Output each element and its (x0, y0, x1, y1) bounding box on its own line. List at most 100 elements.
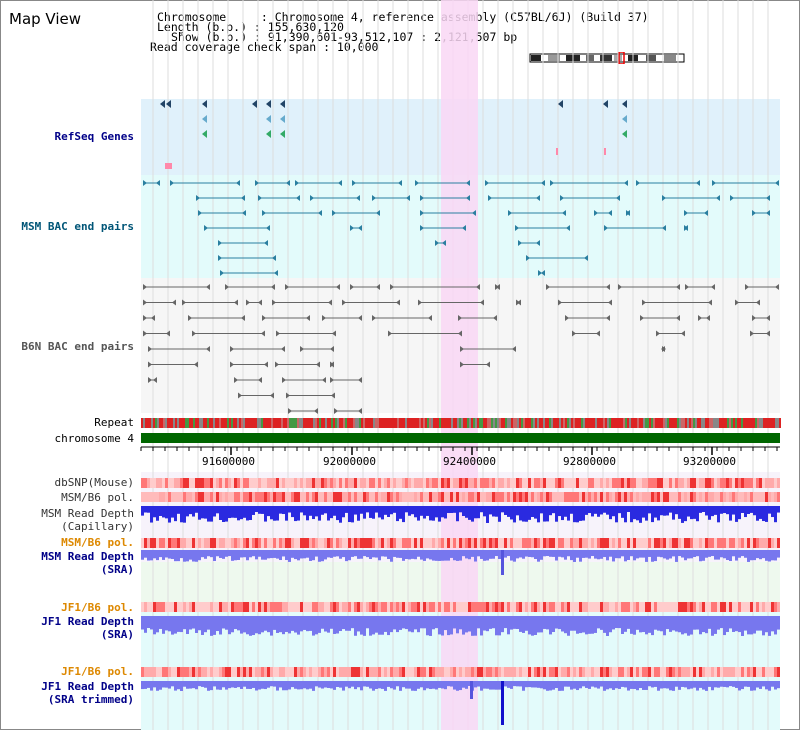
polymorphism-cell (324, 667, 327, 677)
polymorphism-cell (462, 602, 465, 612)
polymorphism-cell (762, 478, 765, 488)
read-depth-bar (387, 550, 390, 560)
repeat-segment (351, 418, 353, 428)
b6n-bac-pair-end (711, 284, 715, 290)
repeat-segment (625, 418, 627, 428)
polymorphism-cell (216, 667, 219, 677)
polymorphism-cell (594, 667, 597, 677)
polymorphism-cell (348, 667, 351, 677)
read-depth-bar (777, 616, 780, 630)
polymorphism-cell (168, 538, 171, 548)
track-label-refseq[interactable]: RefSeq Genes (54, 130, 134, 143)
read-depth-bar (594, 550, 597, 559)
read-depth-bar (273, 550, 276, 558)
polymorphism-cell (639, 492, 642, 502)
repeat-segment (317, 418, 319, 428)
repeat-segment (481, 418, 483, 428)
polymorphism-cell (567, 492, 570, 502)
b6n-bac-pair-end (336, 284, 340, 290)
gene-marker (165, 163, 172, 169)
read-depth-bar (546, 681, 549, 691)
msm-bac-pair-end (684, 225, 688, 231)
read-depth-bar (447, 681, 450, 687)
polymorphism-cell (684, 492, 687, 502)
polymorphism-cell (555, 492, 558, 502)
polymorphism-cell (702, 538, 705, 548)
polymorphism-cell (534, 538, 537, 548)
read-depth-bar (297, 506, 300, 521)
polymorphism-cell (324, 478, 327, 488)
chromosome-ideogram[interactable] (528, 52, 688, 64)
polymorphism-cell (741, 602, 744, 612)
read-depth-bar (753, 550, 756, 561)
repeat-segment (659, 418, 661, 428)
read-depth-bar (393, 506, 396, 513)
read-depth-bar (480, 550, 483, 559)
polymorphism-cell (150, 492, 153, 502)
read-depth-bar (285, 506, 288, 521)
polymorphism-cell (450, 538, 453, 548)
polymorphism-cell (675, 492, 678, 502)
read-depth-bar (726, 550, 729, 561)
read-depth-bar (267, 506, 270, 517)
polymorphism-cell (441, 538, 444, 548)
msm-bac-pair-end (143, 180, 147, 186)
read-depth-bar (309, 681, 312, 689)
read-depth-bar (399, 506, 402, 519)
polymorphism-cell (249, 602, 252, 612)
polymorphism-cell (465, 602, 468, 612)
repeat-segment (241, 418, 243, 428)
read-depth-bar (306, 550, 309, 558)
polymorphism-cell (219, 538, 222, 548)
repeat-segment (169, 418, 171, 428)
read-depth-bar (753, 681, 756, 691)
read-depth-bar (402, 616, 405, 629)
b6n-bac-pair-end (148, 377, 152, 383)
polymorphism-cell (549, 538, 552, 548)
read-depth-bar (492, 506, 495, 517)
polymorphism-cell (360, 538, 363, 548)
read-depth-bar (417, 681, 420, 689)
polymorphism-cell (321, 538, 324, 548)
polymorphism-cell (690, 602, 693, 612)
read-depth-bar (690, 506, 693, 520)
polymorphism-cell (585, 602, 588, 612)
repeat-segment (651, 418, 653, 428)
track-label-b6n-bac[interactable]: B6N BAC end pairs (21, 340, 134, 353)
repeat-segment (721, 418, 723, 428)
read-depth-bar (591, 681, 594, 687)
polymorphism-cell (447, 478, 450, 488)
polymorphism-cell (576, 492, 579, 502)
b6n-bac-pair-end (735, 299, 739, 306)
msm-bac-pair-end (704, 210, 708, 216)
read-depth-bar (372, 506, 375, 519)
polymorphism-cell (330, 492, 333, 502)
read-depth-bar (588, 616, 591, 634)
read-depth-bar (360, 681, 363, 691)
msm-bac-pair-end (752, 210, 756, 216)
repeat-segment (623, 418, 625, 428)
polymorphism-cell (609, 602, 612, 612)
read-depth-bar (372, 616, 375, 635)
b6n-bac-pair-end (706, 315, 710, 321)
read-depth-bar (495, 681, 498, 690)
read-depth-bar (249, 506, 252, 521)
read-depth-bar (159, 681, 162, 690)
read-depth-bar (474, 681, 477, 688)
read-depth-bar (384, 550, 387, 557)
b6n-bac-pair-end (458, 315, 462, 321)
track-label-msm-bac[interactable]: MSM BAC end pairs (21, 220, 134, 233)
polymorphism-cell (711, 492, 714, 502)
polymorphism-cell (312, 492, 315, 502)
repeat-segment (381, 418, 383, 428)
read-depth-bar (726, 506, 729, 515)
polymorphism-cell (381, 492, 384, 502)
polymorphism-cell (516, 602, 519, 612)
read-depth-bar (711, 681, 714, 691)
polymorphism-cell (414, 602, 417, 612)
repeat-segment (191, 418, 193, 428)
read-depth-bar (711, 550, 714, 557)
polymorphism-cell (420, 602, 423, 612)
repeat-segment (253, 418, 255, 428)
